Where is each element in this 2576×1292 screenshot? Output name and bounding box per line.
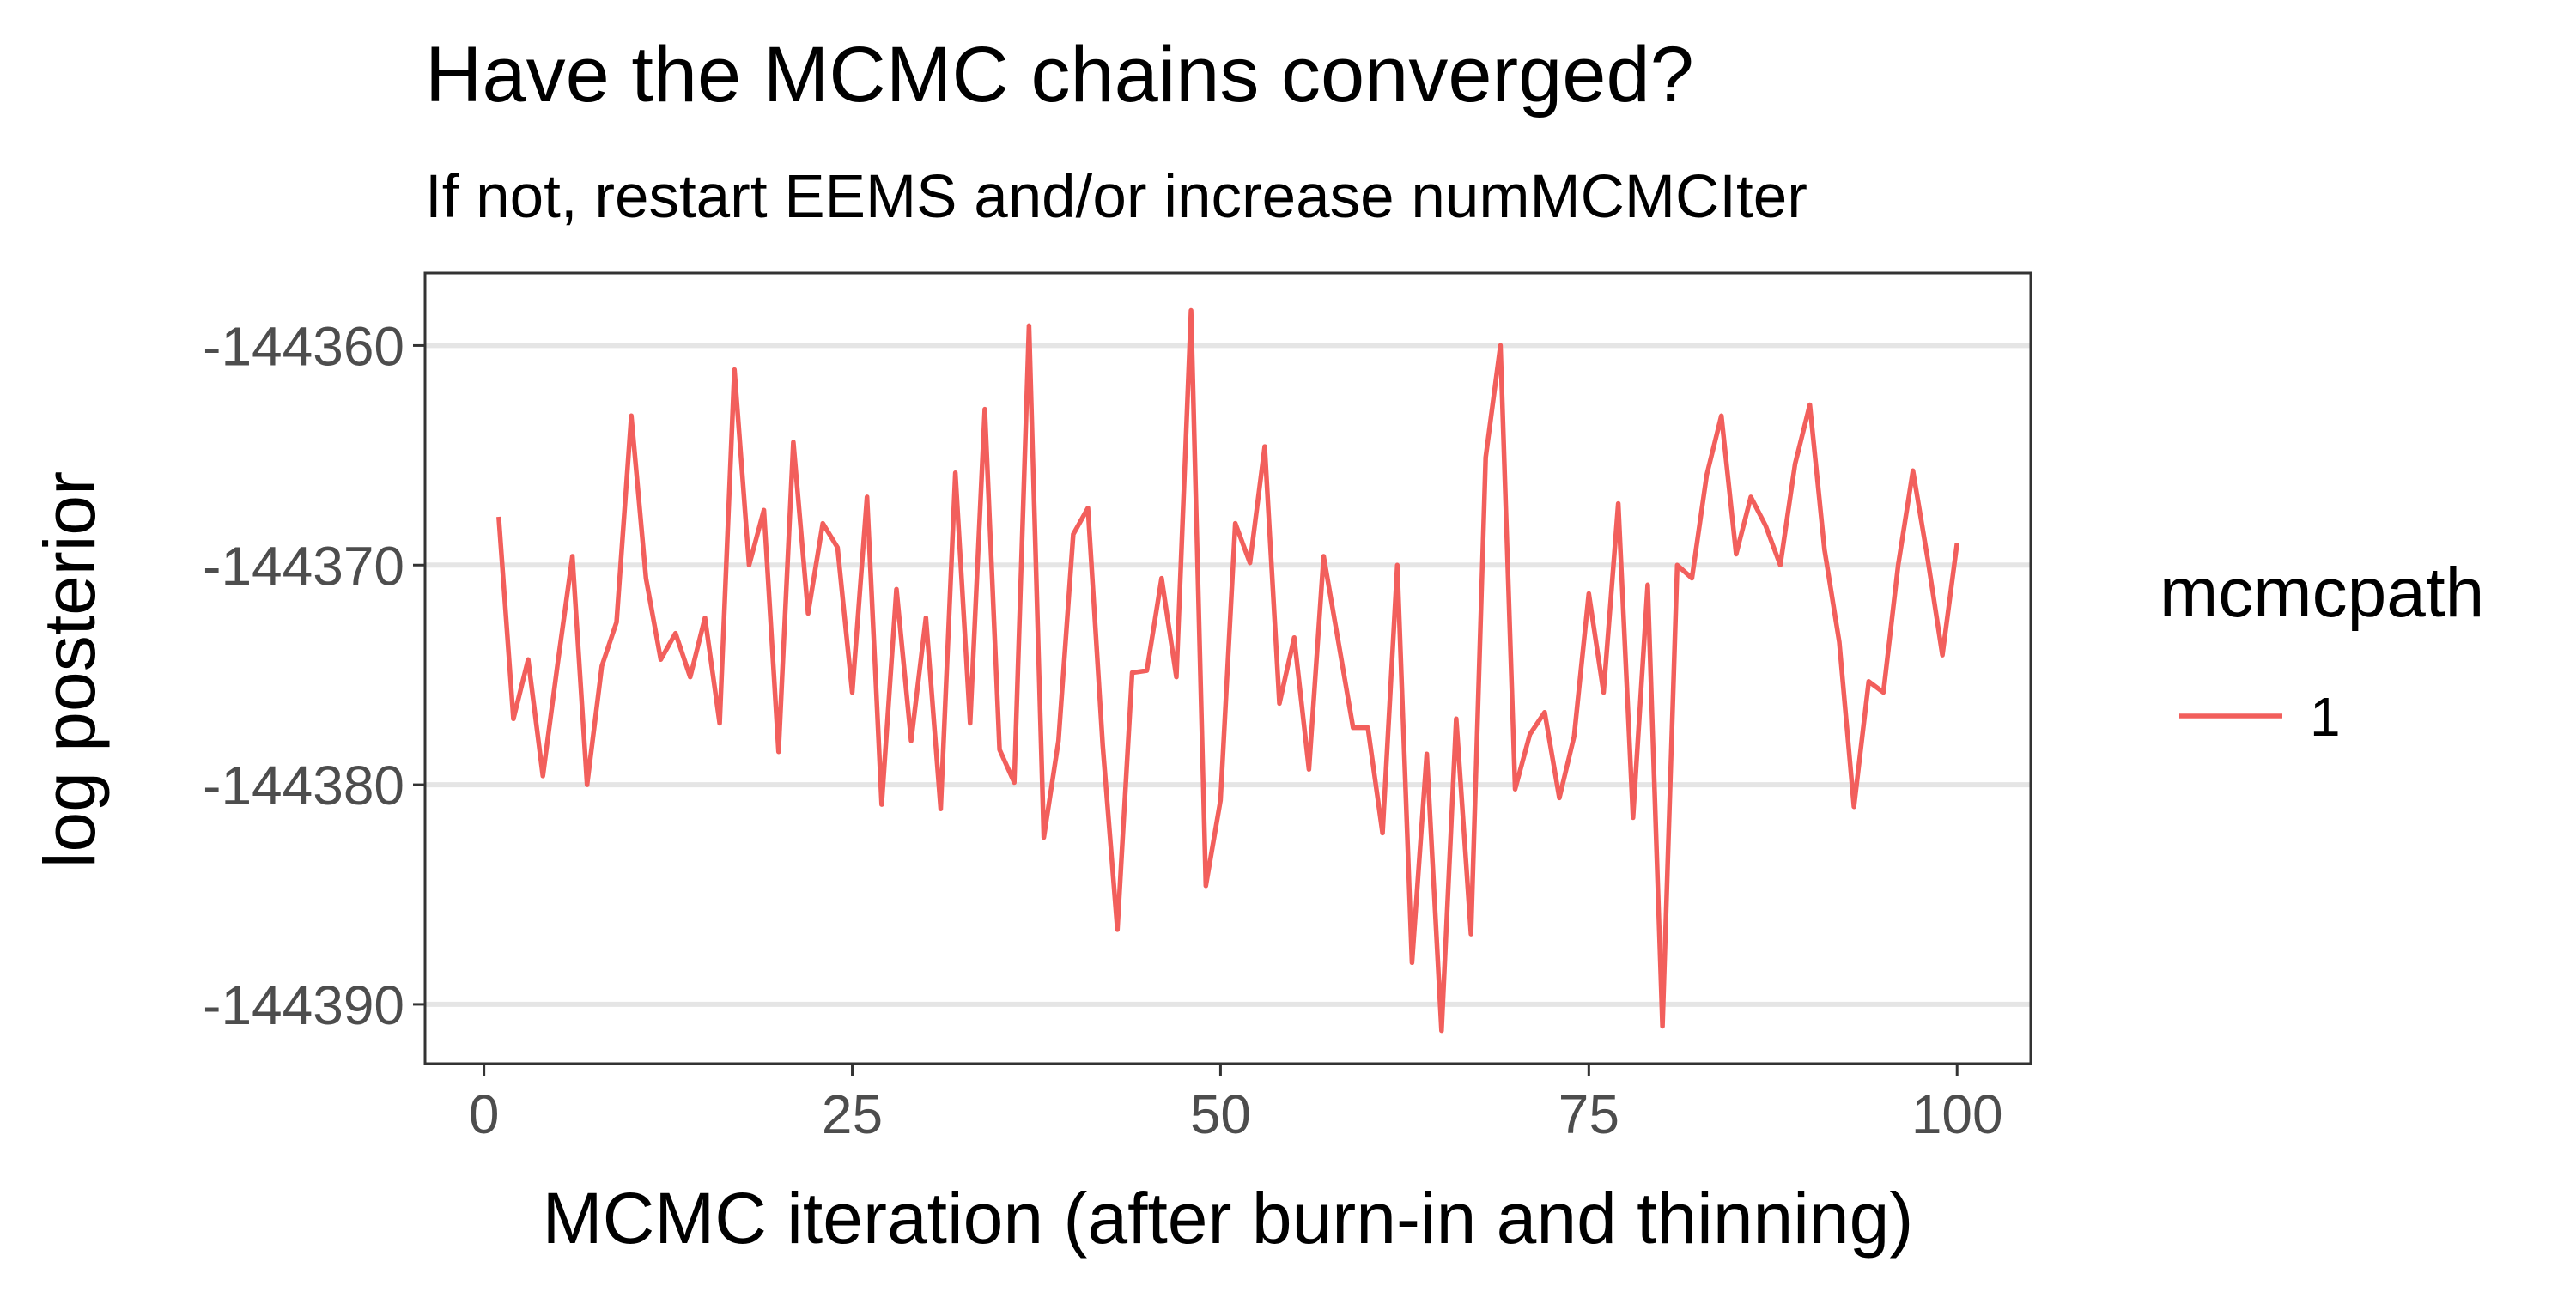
- gridlines: [425, 343, 2031, 1007]
- y-tick-label: -144390: [203, 974, 404, 1036]
- y-tick-label: -144380: [203, 755, 404, 816]
- y-axis-label: log posterior: [29, 471, 110, 868]
- legend-entry-label: 1: [2310, 686, 2341, 748]
- legend-entries: 1: [2179, 686, 2341, 748]
- x-tick-label: 75: [1558, 1083, 1619, 1145]
- panel-border: [423, 271, 2032, 1065]
- y-tick-label: -144370: [203, 535, 404, 597]
- x-tick-label: 25: [822, 1083, 883, 1145]
- y-tick-label: -144360: [203, 315, 404, 377]
- x-tick-label: 100: [1911, 1083, 2003, 1145]
- series-layer: [496, 307, 1959, 1034]
- series-line-1: [496, 307, 1959, 1034]
- y-axis: -144360 -144370 -144380 -144390: [203, 315, 425, 1036]
- x-axis-label: MCMC iteration (after burn-in and thinni…: [543, 1178, 1914, 1259]
- x-tick-label: 0: [469, 1083, 500, 1145]
- legend: mcmcpath 1: [2160, 554, 2484, 748]
- x-tick-label: 50: [1190, 1083, 1251, 1145]
- legend-title: mcmcpath: [2160, 554, 2484, 632]
- plot-panel: [423, 271, 2032, 1065]
- x-axis: 0 25 50 75 100: [469, 1064, 2003, 1145]
- chart-title: Have the MCMC chains converged?: [425, 31, 1694, 118]
- chart-subtitle: If not, restart EEMS and/or increase num…: [425, 163, 1807, 231]
